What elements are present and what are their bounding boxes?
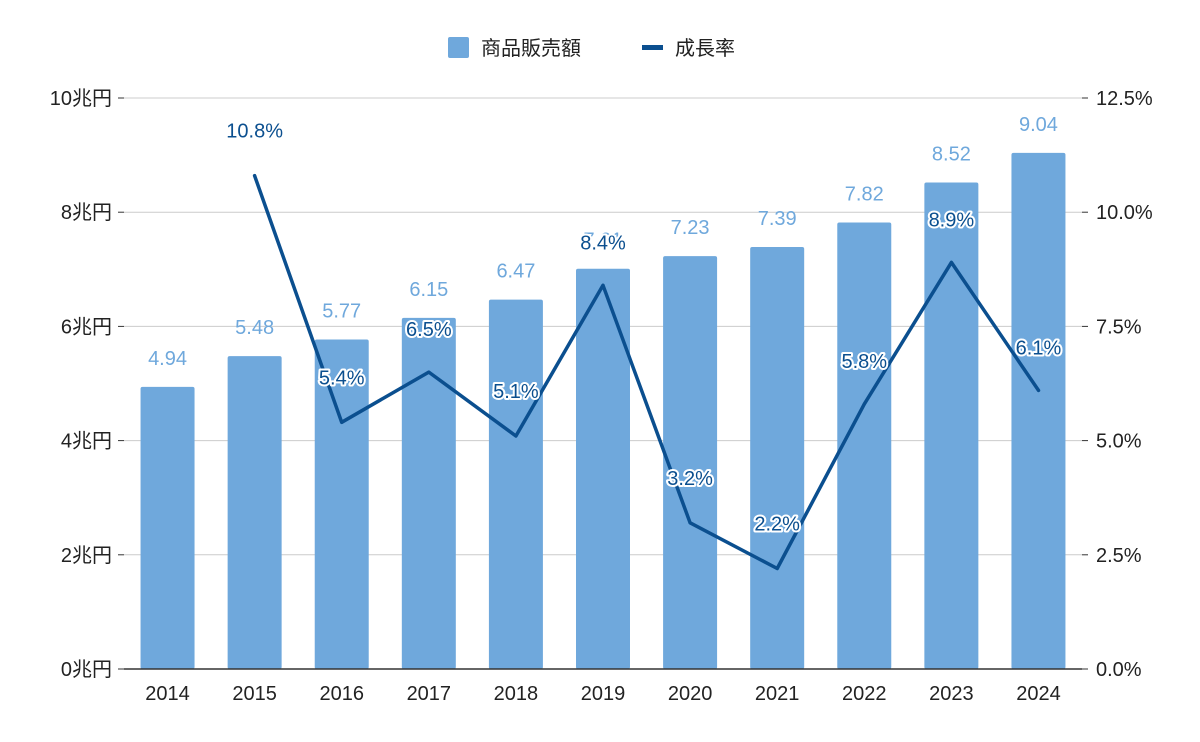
growth-value-label: 10.8% [226,121,283,143]
growth-point [1036,388,1040,392]
bar [924,182,979,669]
x-tick-label: 2015 [232,683,277,705]
x-tick-label: 2019 [581,683,626,705]
y-left-tick-label: 4兆円 [61,430,112,453]
y-right-tick-label: 0.0% [1096,659,1142,681]
y-left-tick-label: 8兆円 [61,201,112,224]
x-tick-label: 2020 [668,683,713,705]
growth-value-label: 5.8% [841,351,887,373]
bar [401,317,456,669]
growth-value-label: 2.2% [754,514,800,536]
growth-point [340,420,344,424]
growth-point [601,283,605,287]
x-tick-label: 2024 [1016,683,1061,705]
axes: 0兆円 2兆円 4兆円 6兆円 8兆円 10兆円 0.0% 2.5% 5.0% 7.5% 10.0%… [50,87,1153,705]
growth-point [688,521,692,525]
growth-line [252,173,1041,571]
x-tick-label: 2023 [929,683,974,705]
bar [750,247,805,669]
bar [663,256,718,669]
growth-point [514,434,518,438]
y-right-tick-label: 12.5% [1096,88,1153,110]
growth-value-label: 5.1% [493,381,539,403]
growth-value-label: 8.4% [580,232,626,254]
y-right-tick-label: 2.5% [1096,545,1142,567]
bar-value-label: 7.82 [845,183,884,205]
growth-value-label: 8.9% [929,209,975,231]
line-series [252,173,1041,571]
bar-value-label: 9.04 [1019,114,1058,136]
bar [140,386,195,669]
bar-value-label: 7.39 [758,208,797,230]
bar-value-label: 5.77 [322,301,361,323]
growth-point [862,402,866,406]
legend-label-growth: 成長率 [675,36,735,60]
x-tick-label: 2021 [755,683,800,705]
legend: 商品販売額 成長率 [448,36,735,60]
legend-label-sales: 商品販売額 [481,36,581,60]
y-right-tick-label: 7.5% [1096,316,1142,338]
bar-series [140,152,1066,670]
y-right-tick-label: 10.0% [1096,202,1153,224]
growth-point [775,567,779,571]
x-tick-label: 2016 [319,683,364,705]
bar-value-label: 7.23 [671,217,710,239]
bar [227,356,282,669]
bar [576,268,630,669]
growth-value-label: 6.5% [406,319,452,341]
growth-point [427,370,431,374]
growth-value-label: 3.2% [667,468,713,490]
y-right-tick-label: 5.0% [1096,431,1142,453]
growth-point [949,260,953,264]
bar-value-label: 5.48 [235,317,274,339]
legend-swatch-sales [448,37,469,58]
bar-value-label: 6.15 [409,279,448,301]
y-left-tick-label: 2兆円 [61,544,112,567]
growth-value-label: 6.1% [1016,337,1062,359]
x-tick-label: 2018 [494,683,539,705]
growth-point [253,174,257,178]
bar-value-label: 7.01 [584,230,623,252]
y-left-tick-label: 10兆円 [50,87,112,110]
bar [1011,152,1066,670]
bar-value-label: 6.47 [496,261,535,283]
bar-value-label: 4.94 [148,348,187,370]
y-left-tick-label: 0兆円 [61,658,112,681]
x-tick-label: 2022 [842,683,887,705]
x-tick-label: 2014 [145,683,190,705]
bar [314,339,369,669]
bar [837,222,892,669]
bar-value-label: 8.52 [932,144,971,166]
bar [488,299,543,669]
data-labels: 4.94 5.48 5.77 6.15 6.47 7.01 7.23 7.39 7.82 8.52… [148,114,1063,538]
legend-swatch-growth [642,45,663,50]
y-left-tick-label: 6兆円 [61,315,112,338]
x-tick-label: 2017 [407,683,452,705]
growth-value-label: 5.4% [319,367,365,389]
